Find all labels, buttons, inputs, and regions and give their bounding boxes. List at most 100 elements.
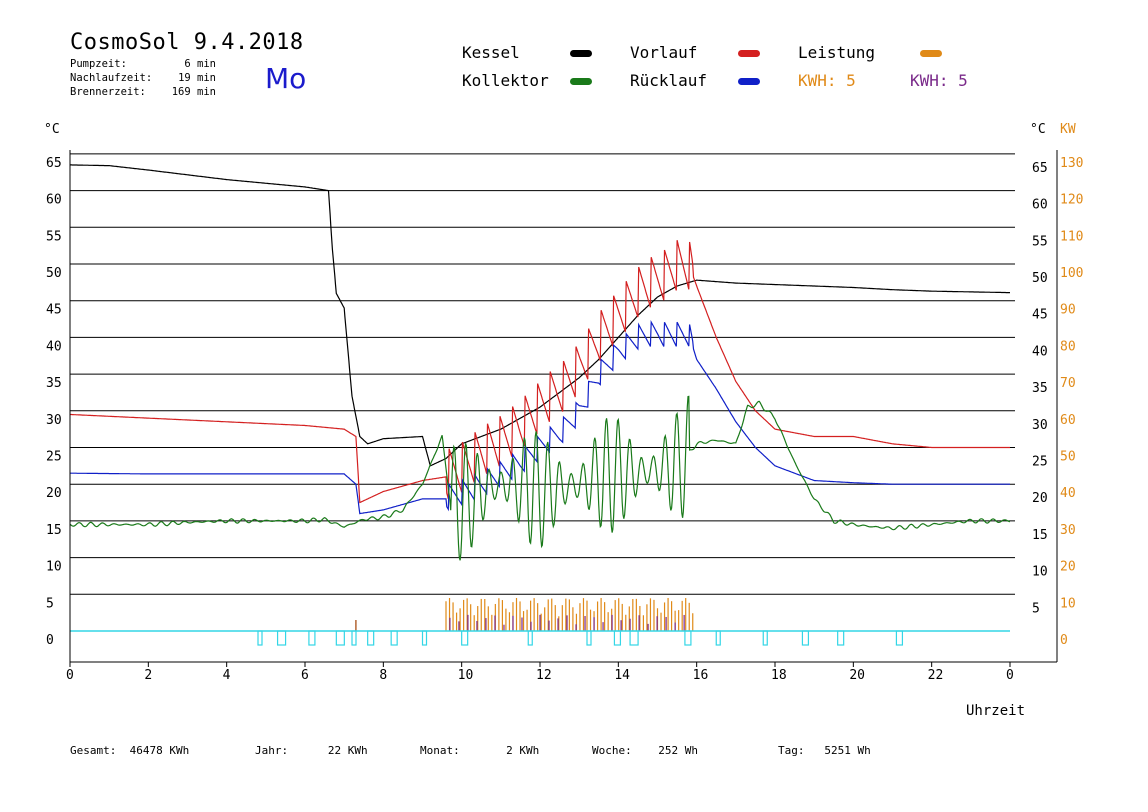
kw-tick-label: 40 <box>1060 486 1076 501</box>
y-right-tick-label: 50 <box>1032 271 1048 286</box>
x-tick-label: 22 <box>928 668 944 683</box>
kw-tick-label: 80 <box>1060 339 1076 354</box>
chart-title: CosmoSol 9.4.2018 <box>70 30 304 55</box>
series-lines <box>69 164 1011 561</box>
kw-tick-label: 70 <box>1060 376 1076 391</box>
kw-tick-label: 60 <box>1060 413 1076 428</box>
y-right-tick-label: 45 <box>1032 308 1048 323</box>
y-right-tick-label: 35 <box>1032 381 1048 396</box>
y-right-tick-label: 40 <box>1032 344 1048 359</box>
right-axis-ticks: 5 10 15 20 25 30 35 40 45 50 55 60 65 0 10 20 30 40 50 60 70… <box>1032 156 1083 648</box>
right-unit-kw-label: KW <box>1060 122 1076 137</box>
legend-kessel-label: Kessel <box>462 43 520 62</box>
pump-marker <box>586 630 592 646</box>
footer-tag: Tag: 5251 Wh <box>778 744 871 757</box>
legend-kwh-purple: KWH: 5 <box>910 71 968 90</box>
pump-marker <box>715 630 721 646</box>
y-tick-label: 55 <box>46 229 62 244</box>
pump-marker <box>390 630 398 646</box>
legend-kessel-swatch <box>570 50 592 57</box>
left-unit-label: °C <box>44 122 60 137</box>
info-row-nachlaufzeit: Nachlaufzeit: 19 min <box>70 71 216 85</box>
footer-value: 252 Wh <box>658 744 698 757</box>
footer-jahr: Jahr: 22 KWh <box>255 744 368 757</box>
y-right-tick-label: 60 <box>1032 198 1048 213</box>
pump-marker <box>684 630 692 646</box>
info-value: 169 min <box>171 86 216 98</box>
pump-marker <box>461 630 469 646</box>
weekday-label: Mo <box>265 62 307 95</box>
y-tick-label: 25 <box>46 450 62 465</box>
info-value: 6 min <box>184 58 216 70</box>
y-tick-label: 65 <box>46 156 62 171</box>
kw-tick-label: 100 <box>1060 266 1083 281</box>
chart-grid <box>70 153 1015 595</box>
y-tick-label: 10 <box>46 560 62 575</box>
kw-tick-label: 130 <box>1060 156 1083 171</box>
y-right-tick-label: 10 <box>1032 565 1048 580</box>
info-row-pumpzeit: Pumpzeit: 6 min <box>70 57 216 71</box>
x-tick-label: 0 <box>66 668 74 683</box>
legend-ruecklauf-swatch <box>738 78 760 85</box>
pump-marker <box>629 630 639 646</box>
y-right-tick-label: 5 <box>1032 601 1040 616</box>
footer-woche: Woche: 252 Wh <box>592 744 698 757</box>
info-row-brennerzeit: Brennerzeit: 169 min <box>70 85 216 99</box>
footer-value: 46478 KWh <box>129 744 190 757</box>
x-tick-label: 0 <box>1006 668 1014 683</box>
footer-value: 5251 Wh <box>824 744 871 757</box>
footer-label: Gesamt: <box>70 744 117 757</box>
y-tick-label: 50 <box>46 266 62 281</box>
pump-marker <box>421 630 428 646</box>
legend-kwh-orange: KWH: 5 <box>798 71 856 90</box>
x-axis-label: Uhrzeit <box>966 703 1025 719</box>
pump-marker <box>762 630 768 646</box>
y-right-tick-label: 25 <box>1032 455 1048 470</box>
footer-label: Monat: <box>420 744 460 757</box>
pump-marker <box>351 630 357 646</box>
left-axis-ticks: 0 5 10 15 20 25 30 35 40 45 50 55 60 65 <box>46 156 62 648</box>
x-tick-label: 12 <box>536 668 552 683</box>
pump-marker <box>367 630 375 646</box>
info-label: Brennerzeit: <box>70 86 146 98</box>
y-right-tick-label: 30 <box>1032 418 1048 433</box>
kw-tick-label: 20 <box>1060 560 1076 575</box>
y-tick-label: 40 <box>46 339 62 354</box>
footer-gesamt: Gesamt: 46478 KWh <box>70 744 189 757</box>
info-value: 19 min <box>178 72 216 84</box>
y-tick-label: 60 <box>46 193 62 208</box>
x-tick-label: 10 <box>458 668 474 683</box>
legend-leistung-label: Leistung <box>798 43 876 62</box>
kw-tick-label: 120 <box>1060 193 1083 208</box>
y-right-tick-label: 55 <box>1032 234 1048 249</box>
pump-marker <box>276 630 287 646</box>
legend-kollektor-swatch <box>570 78 592 85</box>
kw-tick-label: 50 <box>1060 450 1076 465</box>
kw-tick-label: 0 <box>1060 633 1068 648</box>
kw-tick-label: 90 <box>1060 303 1076 318</box>
x-tick-label: 20 <box>849 668 865 683</box>
pump-marker <box>895 630 904 646</box>
y-tick-label: 0 <box>46 633 54 648</box>
legend-ruecklauf-label: Rücklauf <box>630 71 708 90</box>
footer-value: 22 KWh <box>327 744 368 757</box>
y-right-tick-label: 15 <box>1032 528 1048 543</box>
series-line-kollektor <box>69 395 1011 561</box>
footer-monat: Monat: 2 KWh <box>420 744 539 757</box>
legend-vorlauf-swatch <box>738 50 760 57</box>
y-right-tick-label: 65 <box>1032 161 1048 176</box>
legend-kollektor-label: Kollektor <box>462 71 549 90</box>
x-tick-label: 2 <box>144 668 152 683</box>
series-line-kessel <box>70 164 1010 467</box>
y-tick-label: 15 <box>46 523 62 538</box>
kw-tick-label: 10 <box>1060 596 1076 611</box>
footer-label: Woche: <box>592 744 632 757</box>
info-label: Nachlaufzeit: <box>70 72 153 84</box>
pump-marker <box>837 630 845 646</box>
x-tick-label: 14 <box>614 668 630 683</box>
pump-markers <box>70 630 1010 646</box>
pump-marker <box>527 630 533 646</box>
x-axis-ticks: 0 2 4 6 8 10 12 14 16 18 20 22 0 <box>66 662 1014 683</box>
footer-value: 2 KWh <box>506 744 540 757</box>
